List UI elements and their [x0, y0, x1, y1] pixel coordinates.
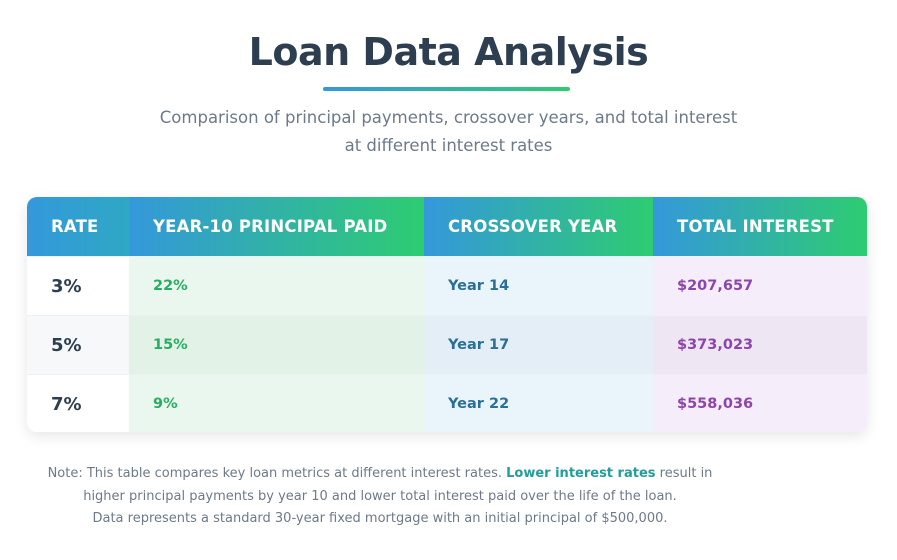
footnote-highlight: Lower interest rates [506, 466, 656, 481]
rate-cell: 7% [27, 374, 129, 432]
loan-data-table-card: RATE YEAR-10 PRINCIPAL PAID CROSSOVER YE… [27, 197, 867, 432]
crossover-cell: Year 14 [424, 256, 653, 316]
footnote: Note: This table compares key loan metri… [30, 463, 730, 531]
column-header-interest: TOTAL INTEREST [653, 197, 867, 257]
crossover-cell: Year 22 [424, 374, 653, 432]
footnote-prefix: Note: This table compares key loan metri… [47, 466, 502, 481]
crossover-cell: Year 17 [424, 315, 653, 375]
footnote-suffix: result in higher principal payments by y… [83, 466, 713, 504]
page-subtitle: Comparison of principal payments, crosso… [159, 108, 738, 155]
footnote-data-source: Data represents a standard 30-year fixed… [92, 511, 668, 526]
interest-cell: $373,023 [653, 315, 867, 375]
interest-cell: $558,036 [653, 374, 867, 432]
principal-cell: 15% [129, 315, 424, 375]
column-header-principal: YEAR-10 PRINCIPAL PAID [129, 197, 424, 257]
column-header-crossover: CROSSOVER YEAR [424, 197, 653, 257]
table-row: 5% 15% Year 17 $373,023 [27, 315, 867, 375]
principal-cell: 22% [129, 256, 424, 316]
table-row: 7% 9% Year 22 $558,036 [27, 374, 867, 432]
table-row: 3% 22% Year 14 $207,657 [27, 256, 867, 316]
title-underline [323, 87, 570, 91]
rate-cell: 5% [27, 315, 129, 375]
page-title: Loan Data Analysis [248, 30, 649, 74]
table-header-row: RATE YEAR-10 PRINCIPAL PAID CROSSOVER YE… [27, 197, 867, 257]
interest-cell: $207,657 [653, 256, 867, 316]
loan-data-table: RATE YEAR-10 PRINCIPAL PAID CROSSOVER YE… [27, 197, 867, 432]
column-header-rate: RATE [27, 197, 129, 257]
rate-cell: 3% [27, 256, 129, 316]
principal-cell: 9% [129, 374, 424, 432]
